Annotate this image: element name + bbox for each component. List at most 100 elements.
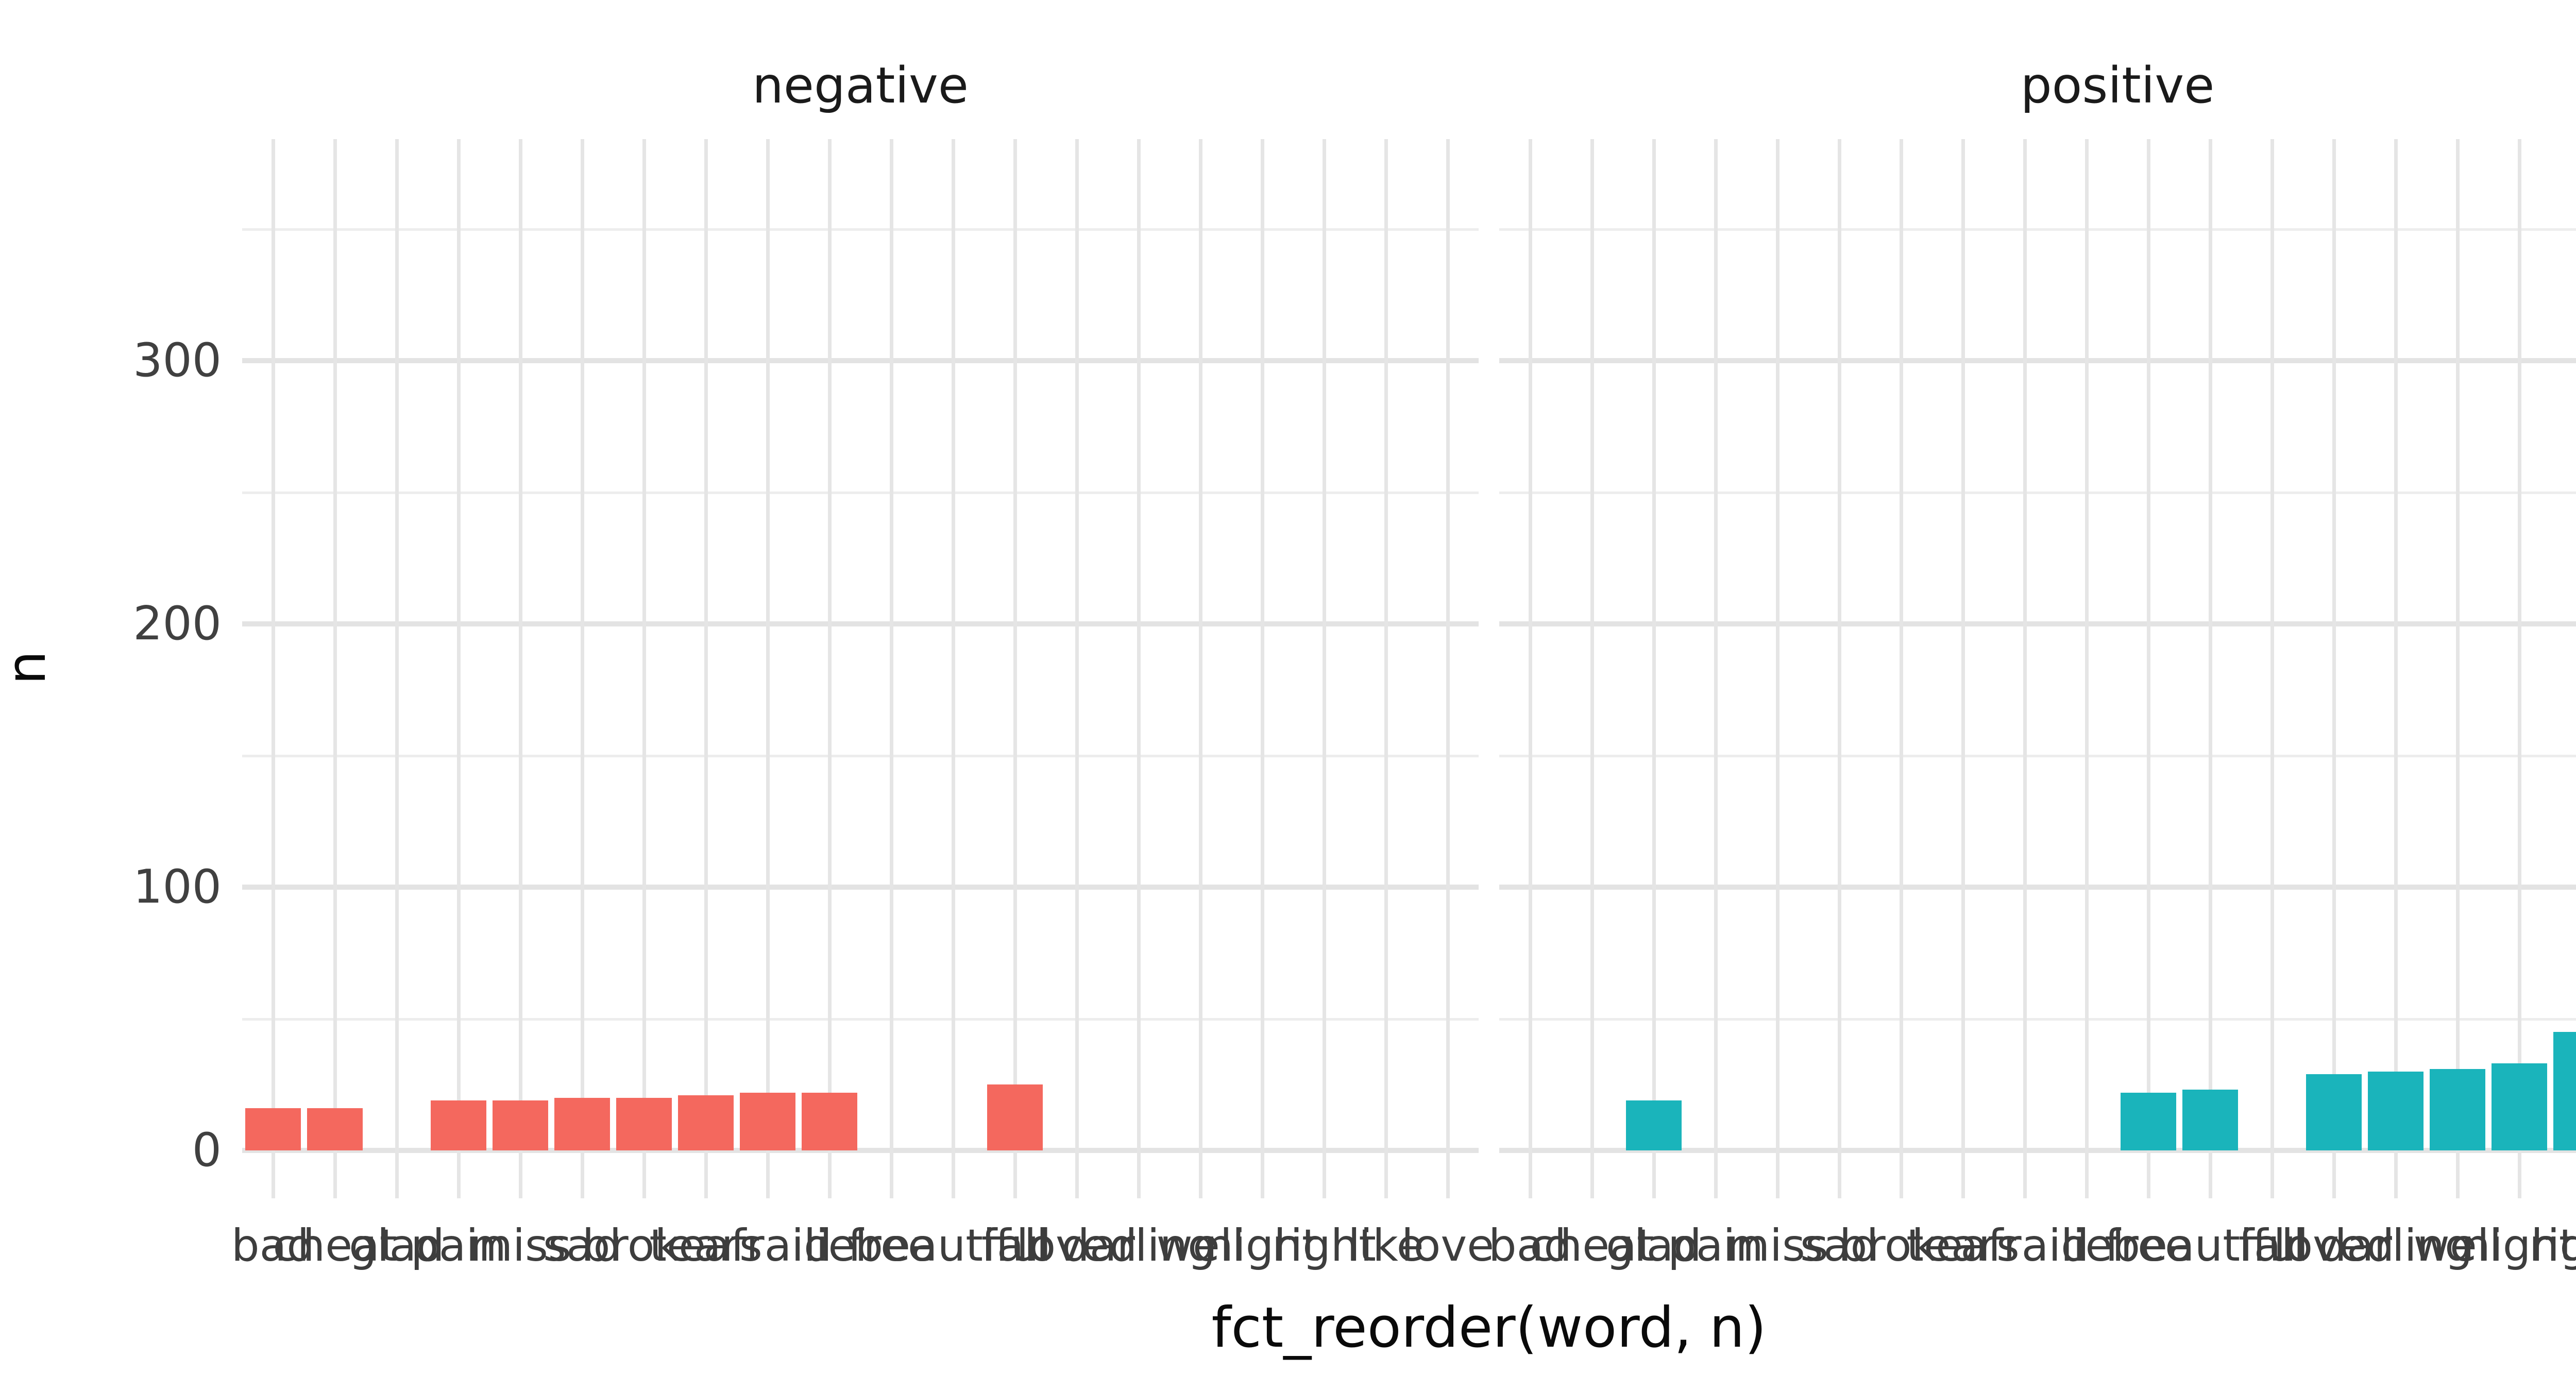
gridline-x-afraid bbox=[2023, 139, 2027, 1198]
x-tick-label-negative-night: night bbox=[1205, 1220, 1319, 1271]
x-tick-label-negative-glad: glad bbox=[349, 1220, 445, 1271]
x-tick-label-negative-free: free bbox=[848, 1220, 935, 1271]
bar-positive-darling bbox=[2368, 1071, 2424, 1150]
x-tick-label-positive-glad: glad bbox=[1606, 1220, 1702, 1271]
x-tick-label-negative-cheat: cheat bbox=[273, 1220, 397, 1271]
bar-negative-tears bbox=[678, 1095, 734, 1150]
x-tick-label-negative-afraid: afraid bbox=[703, 1220, 832, 1271]
x-tick-label-positive-pain: pain bbox=[1668, 1220, 1764, 1271]
x-tick-label-negative-bad: bad bbox=[231, 1220, 315, 1271]
gridline-minor-y250 bbox=[1499, 491, 2576, 494]
bar-positive-night bbox=[2492, 1063, 2547, 1150]
x-tick-label-negative-fall: fall bbox=[981, 1220, 1049, 1271]
bar-negative-fall bbox=[987, 1084, 1043, 1150]
gridline-x-tears bbox=[704, 139, 708, 1198]
x-tick-label-negative-sad: sad bbox=[543, 1220, 622, 1271]
gridline-x-free bbox=[889, 139, 893, 1198]
gridline-x-bad bbox=[1528, 139, 1532, 1198]
x-tick-label-negative-like: like bbox=[1348, 1220, 1424, 1271]
x-axis-title: fct_reorder(word, n) bbox=[1211, 1296, 1767, 1360]
gridline-x-sad bbox=[1837, 139, 1841, 1198]
x-tick-label-negative-beautiful: beautiful bbox=[855, 1220, 1052, 1271]
y-tick-label-300: 300 bbox=[133, 333, 222, 387]
gridline-x-beautiful bbox=[2208, 139, 2212, 1198]
gridline-x-sad bbox=[580, 139, 584, 1198]
gridline-x-pain bbox=[1714, 139, 1718, 1198]
gridline-major-y100 bbox=[242, 885, 1479, 890]
gridline-minor-y350 bbox=[1499, 228, 2576, 231]
y-tick-label-100: 100 bbox=[133, 860, 222, 914]
x-tick-label-negative-right: right bbox=[1272, 1220, 1377, 1271]
gridline-x-lie bbox=[827, 139, 832, 1198]
x-tick-label-positive-free: free bbox=[2105, 1220, 2192, 1271]
gridline-minor-y150 bbox=[242, 754, 1479, 757]
bar-negative-bad bbox=[245, 1108, 301, 1150]
gridline-x-cheat bbox=[333, 139, 337, 1198]
bar-negative-pain bbox=[431, 1100, 486, 1150]
panel-negative bbox=[242, 139, 1479, 1198]
gridline-x-loved bbox=[2332, 139, 2336, 1198]
bar-positive-glad bbox=[1626, 1100, 1682, 1150]
gridline-x-bad bbox=[271, 139, 275, 1198]
gridline-major-y300 bbox=[242, 358, 1479, 363]
x-tick-label-negative-lie: lie bbox=[803, 1220, 856, 1271]
gridline-x-night bbox=[2517, 139, 2521, 1198]
gridline-minor-y50 bbox=[242, 1017, 1479, 1021]
gridline-x-lie bbox=[2084, 139, 2089, 1198]
panel-positive bbox=[1499, 139, 2576, 1198]
x-tick-label-negative-love: love bbox=[1401, 1220, 1495, 1271]
bar-positive-right bbox=[2553, 1032, 2576, 1150]
y-axis-title: n bbox=[0, 651, 58, 685]
gridline-major-y100 bbox=[1499, 885, 2576, 890]
gridline-x-well bbox=[2455, 139, 2460, 1198]
x-tick-label-positive-loved: loved bbox=[2273, 1220, 2395, 1271]
bar-negative-broke bbox=[616, 1097, 672, 1150]
gridline-x-miss bbox=[518, 139, 522, 1198]
x-tick-label-positive-cheat: cheat bbox=[1530, 1220, 1654, 1271]
gridline-major-y0 bbox=[242, 1148, 1479, 1153]
bar-negative-miss bbox=[493, 1100, 548, 1150]
gridline-x-night bbox=[1260, 139, 1264, 1198]
gridline-minor-y150 bbox=[1499, 754, 2576, 757]
y-tick-label-200: 200 bbox=[133, 597, 222, 651]
gridline-major-y200 bbox=[1499, 621, 2576, 626]
bar-positive-free bbox=[2121, 1092, 2176, 1150]
x-tick-label-negative-darling: darling bbox=[1061, 1220, 1216, 1271]
gridline-x-cheat bbox=[1590, 139, 1594, 1198]
gridline-x-loved bbox=[1075, 139, 1079, 1198]
gridline-x-beautiful bbox=[951, 139, 955, 1198]
x-tick-label-negative-tears: tears bbox=[649, 1220, 762, 1271]
x-tick-label-positive-right: right bbox=[2529, 1220, 2576, 1271]
gridline-x-right bbox=[1322, 139, 1326, 1198]
x-tick-label-negative-broke: broke bbox=[582, 1220, 706, 1271]
x-tick-label-positive-lie: lie bbox=[2060, 1220, 2113, 1271]
gridline-x-darling bbox=[2394, 139, 2398, 1198]
gridline-x-well bbox=[1198, 139, 1202, 1198]
x-tick-label-negative-loved: loved bbox=[1016, 1220, 1138, 1271]
bar-negative-sad bbox=[554, 1097, 610, 1150]
bar-negative-cheat bbox=[307, 1108, 363, 1150]
x-tick-label-positive-miss: miss bbox=[1726, 1220, 1828, 1271]
gridline-x-darling bbox=[1137, 139, 1141, 1198]
gridline-x-broke bbox=[1899, 139, 1903, 1198]
x-tick-label-positive-night: night bbox=[2462, 1220, 2576, 1271]
facet-strip-negative: negative bbox=[752, 57, 969, 114]
bar-positive-loved bbox=[2306, 1074, 2362, 1150]
x-tick-label-positive-tears: tears bbox=[1906, 1220, 2020, 1271]
x-tick-label-positive-fall: fall bbox=[2238, 1220, 2306, 1271]
gridline-x-glad bbox=[395, 139, 399, 1198]
facet-strip-positive: positive bbox=[2020, 57, 2215, 114]
gridline-x-love bbox=[1446, 139, 1450, 1198]
gridline-major-y0 bbox=[1499, 1148, 2576, 1153]
x-tick-label-negative-miss: miss bbox=[469, 1220, 571, 1271]
bar-negative-lie bbox=[802, 1092, 857, 1150]
gridline-x-like bbox=[1384, 139, 1388, 1198]
x-tick-label-negative-pain: pain bbox=[411, 1220, 506, 1271]
x-tick-label-positive-beautiful: beautiful bbox=[2112, 1220, 2309, 1271]
gridline-x-tears bbox=[1961, 139, 1965, 1198]
gridline-x-broke bbox=[642, 139, 646, 1198]
gridline-x-miss bbox=[1775, 139, 1780, 1198]
x-tick-label-positive-afraid: afraid bbox=[1960, 1220, 2089, 1271]
gridline-x-fall bbox=[2270, 139, 2274, 1198]
gridline-x-glad bbox=[1652, 139, 1656, 1198]
